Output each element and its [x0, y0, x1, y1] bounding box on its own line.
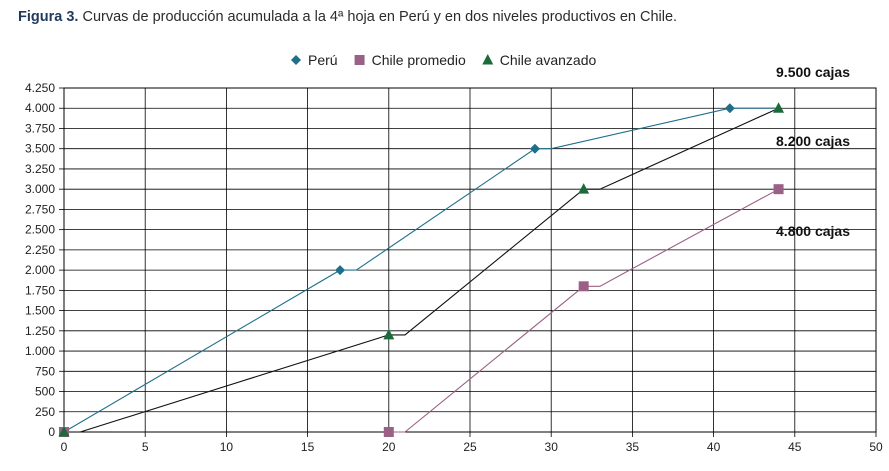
y-tick-label: 4.250: [25, 81, 55, 95]
legend-label-2: Chile avanzado: [500, 52, 597, 68]
x-tick-label: 20: [382, 440, 396, 454]
y-tick-label: 1.000: [25, 344, 55, 358]
data-point-series-2: [58, 426, 70, 437]
y-tick-label: 4.000: [25, 101, 55, 115]
y-tick-label: 3.250: [25, 162, 55, 176]
x-tick-label: 0: [61, 440, 68, 454]
y-tick-label: 750: [35, 364, 55, 378]
x-tick-label: 15: [301, 440, 315, 454]
data-point-series-2: [383, 328, 395, 340]
x-tick-label: 50: [869, 440, 883, 454]
legend-label-1: Chile promedio: [372, 52, 466, 68]
y-tick-label: 2.000: [25, 263, 55, 277]
data-point-series-2: [773, 102, 785, 113]
data-point-series-1: [773, 184, 784, 195]
data-point-series-0: [335, 265, 346, 276]
data-point-series-1: [578, 281, 589, 292]
x-tick-label: 40: [707, 440, 721, 454]
y-tick-label: 0: [48, 425, 55, 439]
legend-marker-2: [482, 54, 494, 65]
y-tick-label: 3.000: [25, 182, 55, 196]
y-tick-label: 2.750: [25, 202, 55, 216]
data-point-series-0: [724, 103, 735, 114]
legend-marker-0: [291, 55, 301, 65]
x-tick-label: 35: [626, 440, 640, 454]
annotation-label: 9.500 cajas: [776, 64, 850, 80]
data-point-series-0: [529, 143, 540, 154]
annotation-label: 8.200 cajas: [776, 133, 850, 149]
figure-title: Figura 3. Curvas de producción acumulada…: [18, 9, 677, 25]
x-tick-label: 10: [220, 440, 234, 454]
x-tick-label: 25: [463, 440, 477, 454]
data-point-series-2: [578, 183, 590, 194]
series-line-2: [80, 107, 779, 433]
annotation-label: 4.800 cajas: [776, 223, 850, 239]
legend-label-0: Perú: [308, 52, 338, 68]
data-point-series-1: [383, 427, 394, 437]
x-tick-label: 30: [545, 440, 559, 454]
y-tick-label: 1.750: [25, 283, 55, 297]
y-tick-label: 2.250: [25, 243, 55, 257]
figure-caption: Curvas de producción acumulada a la 4ª h…: [82, 9, 678, 25]
x-tick-label: 5: [142, 440, 149, 454]
y-tick-label: 3.750: [25, 121, 55, 135]
y-tick-label: 250: [35, 405, 55, 419]
legend-marker-1: [354, 55, 365, 65]
y-tick-label: 2.500: [25, 223, 55, 237]
y-tick-label: 3.500: [25, 142, 55, 156]
y-tick-label: 1.250: [25, 324, 55, 338]
figure-label: Figura 3.: [18, 9, 79, 25]
y-tick-label: 1.500: [25, 304, 55, 318]
y-tick-label: 500: [35, 385, 55, 399]
x-tick-label: 45: [788, 440, 802, 454]
